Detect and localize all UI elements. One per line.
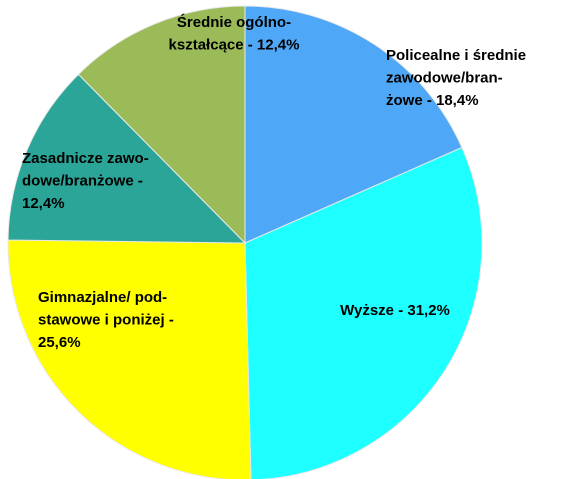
pie-slice	[7, 73, 247, 244]
slice-label: stawowe i poniżej -	[38, 311, 174, 328]
slice-label: 12,4%	[22, 195, 65, 212]
pie-slice	[77, 5, 246, 245]
slice-label: Gimnazjalne/ pod-	[38, 289, 167, 306]
slice-label: Policealne i średnie	[386, 47, 526, 64]
pie-slice	[7, 239, 252, 479]
pie-slice	[244, 5, 463, 244]
slice-label: żowe - 18,4%	[386, 92, 479, 109]
slice-label: dowe/branżowe -	[22, 172, 143, 189]
slice-label: zawodowe/bran-	[386, 69, 503, 86]
slice-label: Zasadnicze zawo-	[22, 150, 149, 167]
slice-label: Wyższe - 31,2%	[340, 302, 450, 319]
slice-label: kształcące - 12,4%	[169, 36, 300, 53]
pie-slice	[244, 146, 483, 479]
slice-label: Średnie ogólno-	[177, 13, 291, 31]
slice-label: 25,6%	[38, 334, 81, 351]
